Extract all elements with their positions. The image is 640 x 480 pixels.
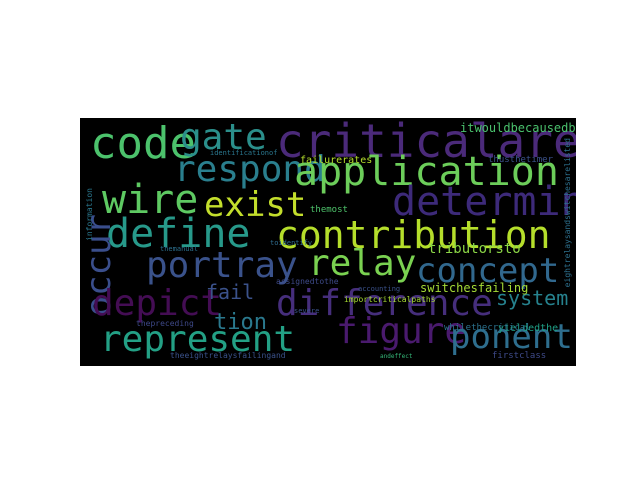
word-eightrelaysandswitchesarelisted: eightrelaysandswitchesarelisted bbox=[563, 138, 572, 288]
word-yieldedthe: yieldedthe bbox=[498, 323, 559, 334]
word-thepreceding: thepreceding bbox=[136, 319, 194, 328]
word-define: define bbox=[106, 211, 251, 257]
word-itwouldbecausedby: itwouldbecausedby bbox=[460, 121, 576, 135]
word-information: information bbox=[85, 188, 94, 241]
word-figure: figure bbox=[336, 311, 467, 352]
word-andeffect: andeffect bbox=[380, 353, 413, 360]
word-toidentify: toidentify bbox=[270, 239, 313, 247]
word-exist: exist bbox=[204, 185, 307, 225]
word-themost: themost bbox=[310, 205, 348, 215]
word-cloud: criticalarea code gate respond application wi… bbox=[80, 118, 576, 366]
word-importcriticalpaths: importcriticalpaths bbox=[344, 295, 436, 304]
word-relay: relay bbox=[308, 243, 417, 284]
word-tion: tion bbox=[214, 310, 267, 335]
word-thusthetimer: thusthetimer bbox=[488, 155, 554, 165]
word-severe: severe bbox=[294, 307, 320, 315]
word-theeightrelaysfailingand: theeightrelaysfailingand bbox=[170, 351, 286, 360]
word-accounting: accounting bbox=[358, 285, 401, 293]
word-contribution: contribution bbox=[276, 213, 551, 257]
word-tributorsto: tributorsto bbox=[428, 241, 521, 257]
word-concept: concept bbox=[416, 251, 560, 291]
word-failurerates: failurerates bbox=[300, 155, 373, 166]
word-firstclass: firstclass bbox=[492, 351, 547, 361]
word-switchesfailing: switchesfailing bbox=[420, 281, 529, 295]
word-identificationof: identificationof bbox=[210, 149, 278, 157]
word-assignedtothe: assignedtothe bbox=[276, 277, 339, 286]
word-represent: represent bbox=[100, 319, 296, 360]
word-ponent: ponent bbox=[450, 317, 573, 357]
word-themanual: themanual bbox=[160, 245, 198, 253]
word-application: application bbox=[294, 149, 559, 195]
word-fail: fail bbox=[206, 280, 255, 304]
word-respond: respond bbox=[174, 149, 326, 190]
word-whilethecritical: whilethecritical bbox=[444, 323, 531, 333]
word-determine: determine bbox=[392, 179, 576, 225]
word-system: system bbox=[496, 286, 569, 310]
word-portray: portray bbox=[146, 245, 298, 286]
word-depict: depict bbox=[92, 283, 223, 324]
word-code: code bbox=[90, 118, 196, 169]
word-wire: wire bbox=[102, 177, 199, 223]
word-difference: difference bbox=[276, 283, 493, 324]
word-criticalarea: criticalarea bbox=[276, 118, 576, 168]
word-gate: gate bbox=[180, 118, 267, 158]
